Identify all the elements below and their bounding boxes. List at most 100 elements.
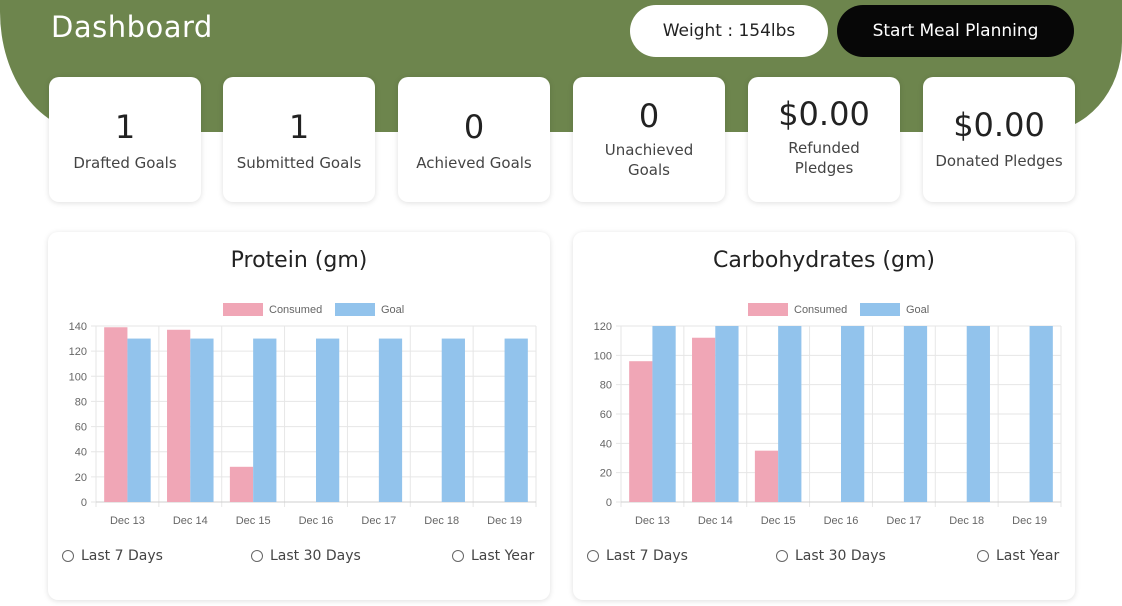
y-tick-label: 80 xyxy=(75,396,87,408)
stat-value: 1 xyxy=(114,108,136,146)
bar-goal xyxy=(1029,326,1053,502)
radio-last-year[interactable]: Last Year xyxy=(452,548,534,564)
stat-label: Refunded Pledges xyxy=(788,139,860,177)
bar-goal xyxy=(378,338,403,502)
chart-title: Carbohydrates (gm) xyxy=(713,248,935,273)
radio-last-30-days[interactable]: Last 30 Days xyxy=(776,548,886,564)
y-tick-label: 20 xyxy=(75,472,87,484)
y-tick-label: 20 xyxy=(600,468,612,480)
bar-goal xyxy=(903,326,928,502)
stat-value: 0 xyxy=(463,108,485,146)
y-tick-label: 60 xyxy=(75,422,87,434)
y-tick-label: 40 xyxy=(600,438,612,450)
y-tick-label: 0 xyxy=(81,497,87,509)
bar-goal xyxy=(127,338,151,502)
x-tick-label: Dec 19 xyxy=(1012,515,1047,527)
stat-label: Achieved Goals xyxy=(416,154,532,172)
legend-label-goal: Goal xyxy=(381,304,404,316)
radio-last-30-days[interactable]: Last 30 Days xyxy=(251,548,361,564)
stat-card-unachieved-goals: 0 Unachieved Goals xyxy=(573,77,725,202)
legend-swatch-consumed xyxy=(223,303,263,316)
page-title: Dashboard xyxy=(51,10,213,44)
radio-circle-icon[interactable] xyxy=(977,550,989,562)
y-tick-label: 60 xyxy=(600,409,612,421)
x-tick-label: Dec 13 xyxy=(635,515,670,527)
y-tick-label: 40 xyxy=(75,447,87,459)
x-tick-label: Dec 16 xyxy=(299,515,334,527)
legend-swatch-goal xyxy=(335,303,375,316)
stat-value: $0.00 xyxy=(778,95,870,133)
radio-label: Last 30 Days xyxy=(270,548,361,564)
radio-circle-icon[interactable] xyxy=(251,550,263,562)
radio-label: Last Year xyxy=(996,548,1060,564)
radio-label: Last 30 Days xyxy=(795,548,886,564)
stat-value: $0.00 xyxy=(953,106,1045,144)
stat-card-submitted-goals: 1 Submitted Goals xyxy=(223,77,375,202)
x-tick-label: Dec 14 xyxy=(698,515,733,527)
y-tick-label: 120 xyxy=(69,346,87,358)
bar-goal xyxy=(715,326,739,502)
stat-card-donated-pledges: $0.00 Donated Pledges xyxy=(923,77,1075,202)
x-tick-label: Dec 18 xyxy=(949,515,984,527)
bar-consumed xyxy=(629,361,653,502)
start-meal-planning-button[interactable]: Start Meal Planning xyxy=(837,5,1074,57)
stat-card-drafted-goals: 1 Drafted Goals xyxy=(49,77,201,202)
bar-goal xyxy=(652,326,676,502)
y-tick-label: 140 xyxy=(69,321,87,333)
bar-consumed xyxy=(229,466,254,502)
stat-label: Submitted Goals xyxy=(236,154,362,172)
y-tick-label: 80 xyxy=(600,380,612,392)
x-tick-label: Dec 13 xyxy=(110,515,145,527)
radio-label: Last Year xyxy=(471,548,535,564)
weight-pill[interactable]: Weight : 154lbs xyxy=(630,5,828,57)
protein-chart-card: Protein (gm) Consumed Goal 0 20 40 60 80 100 120… xyxy=(48,232,550,600)
radio-last-year[interactable]: Last Year xyxy=(977,548,1059,564)
carbohydrates-chart-card: Carbohydrates (gm) Consumed Goal 0 20 40 60 80… xyxy=(573,232,1075,600)
bar-goal xyxy=(190,338,214,502)
legend-label-goal: Goal xyxy=(906,304,929,316)
bar-goal xyxy=(441,338,465,502)
stat-value: 0 xyxy=(638,97,660,135)
stat-card-refunded-pledges: $0.00 Refunded Pledges xyxy=(748,77,900,202)
y-tick-label: 100 xyxy=(594,350,612,362)
bar-goal xyxy=(966,326,990,502)
legend-label-consumed: Consumed xyxy=(269,304,322,316)
bar-goal xyxy=(841,326,865,502)
y-tick-label: 0 xyxy=(606,497,612,509)
radio-circle-icon[interactable] xyxy=(776,550,788,562)
legend-label-consumed: Consumed xyxy=(794,304,847,316)
bar-goal xyxy=(253,338,277,502)
stat-label: Drafted Goals xyxy=(73,154,177,172)
x-tick-label: Dec 16 xyxy=(824,515,859,527)
radio-circle-icon[interactable] xyxy=(62,550,74,562)
x-tick-label: Dec 14 xyxy=(173,515,208,527)
bar-consumed xyxy=(167,329,191,502)
radio-label: Last 7 Days xyxy=(606,548,688,564)
x-tick-label: Dec 18 xyxy=(424,515,459,527)
chart-title: Protein (gm) xyxy=(230,248,368,273)
y-tick-label: 120 xyxy=(594,321,612,333)
legend-swatch-goal xyxy=(860,303,900,316)
stat-label: Donated Pledges xyxy=(935,152,1063,170)
x-tick-label: Dec 17 xyxy=(361,515,396,527)
bar-goal xyxy=(504,338,528,502)
stat-value: 1 xyxy=(288,108,310,146)
radio-circle-icon[interactable] xyxy=(452,550,464,562)
x-tick-label: Dec 15 xyxy=(761,515,796,527)
x-tick-label: Dec 19 xyxy=(487,515,522,527)
bar-goal xyxy=(778,326,802,502)
stat-label: Unachieved Goals xyxy=(604,141,694,179)
x-tick-label: Dec 17 xyxy=(886,515,921,527)
x-tick-label: Dec 15 xyxy=(236,515,271,527)
radio-circle-icon[interactable] xyxy=(587,550,599,562)
radio-last-7-days[interactable]: Last 7 Days xyxy=(62,548,163,564)
carbohydrates-bar-chart: Consumed Goal 0 20 40 60 80 100 120 Dec 13 Dec 14 D… xyxy=(594,303,1062,527)
legend-swatch-consumed xyxy=(748,303,788,316)
bar-consumed xyxy=(754,450,779,502)
bar-goal xyxy=(316,338,340,502)
protein-bar-chart: Consumed Goal 0 20 40 60 80 100 120 140 Dec 13 Dec … xyxy=(69,303,537,527)
bar-consumed xyxy=(104,327,128,502)
radio-last-7-days[interactable]: Last 7 Days xyxy=(587,548,688,564)
radio-label: Last 7 Days xyxy=(81,548,163,564)
